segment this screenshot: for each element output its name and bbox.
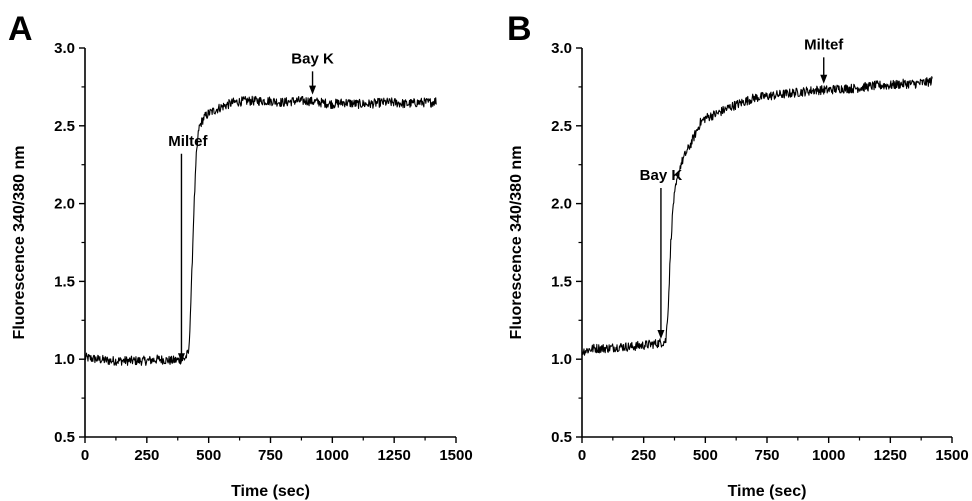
- y-tick-label: 2.0: [551, 196, 572, 213]
- fluorescence-trace: [84, 95, 437, 366]
- x-tick-label: 0: [81, 447, 89, 464]
- y-tick-label: 1.5: [551, 273, 572, 290]
- y-tick-label: 1.0: [551, 351, 572, 368]
- y-tick-label: 3.0: [54, 40, 75, 57]
- y-tick-label: 2.5: [54, 118, 75, 135]
- x-tick-label: 750: [258, 447, 283, 464]
- y-axis-title: Fluorescence 340/380 nm: [11, 146, 28, 340]
- fluorescence-trace: [581, 76, 933, 356]
- x-tick-label: 1000: [316, 447, 349, 464]
- x-tick-label: 1250: [377, 447, 410, 464]
- annotation-label: Bay K: [640, 167, 683, 184]
- x-tick-label: 0: [578, 447, 586, 464]
- panel-b: 0 250 500 750 1000 1250 1500 0.5 1.0 1.5 2.0 2.5 3.0…: [507, 10, 969, 500]
- panel-a: 0 250 500 750 1000 1250 1500 0.5 1.0 1.5 2.0 2.5 3.0…: [8, 10, 473, 500]
- x-tick-label: 1000: [812, 447, 845, 464]
- x-tick-label: 500: [693, 447, 718, 464]
- y-axis-title: Fluorescence 340/380 nm: [508, 146, 525, 340]
- y-tick-label: 3.0: [551, 40, 572, 57]
- y-tick-label: 2.0: [54, 196, 75, 213]
- panel-label: A: [8, 10, 33, 48]
- y-tick-label: 1.0: [54, 351, 75, 368]
- y-tick-label: 1.5: [54, 273, 75, 290]
- annotation-arrowhead: [820, 74, 828, 84]
- annotation-label: Bay K: [291, 50, 334, 67]
- panel-label: B: [507, 10, 532, 48]
- y-tick-label: 2.5: [551, 118, 572, 135]
- annotation-label: Miltef: [804, 36, 844, 53]
- annotation-arrowhead: [177, 353, 185, 363]
- annotation-arrowhead: [309, 85, 317, 95]
- x-tick-label: 1500: [935, 447, 968, 464]
- x-tick-label: 750: [754, 447, 779, 464]
- y-tick-label: 0.5: [551, 429, 572, 446]
- annotation-arrowhead: [657, 329, 665, 339]
- x-axis-title: Time (sec): [231, 483, 310, 500]
- x-tick-label: 500: [196, 447, 221, 464]
- x-tick-label: 1500: [439, 447, 472, 464]
- x-tick-label: 1250: [874, 447, 907, 464]
- y-tick-label: 0.5: [54, 429, 75, 446]
- annotation-label: Miltef: [168, 133, 208, 150]
- x-axis-title: Time (sec): [728, 483, 807, 500]
- x-tick-label: 250: [134, 447, 159, 464]
- x-tick-label: 250: [631, 447, 656, 464]
